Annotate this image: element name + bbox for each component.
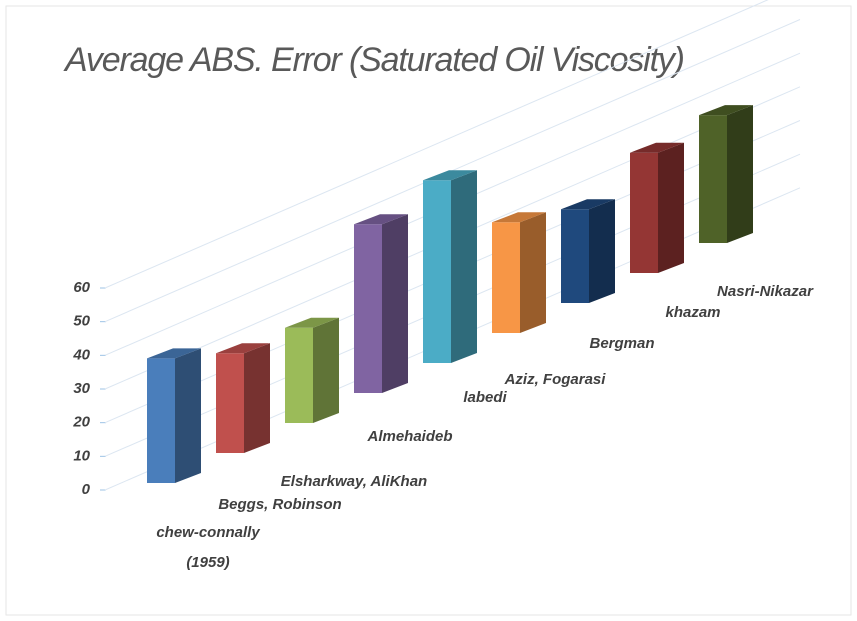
bar: [699, 105, 753, 243]
bar-face: [216, 343, 270, 354]
bar-face: [313, 317, 339, 423]
bar: [492, 212, 546, 333]
bar-face: [561, 209, 589, 303]
bar: [354, 214, 408, 393]
bar-face: [658, 142, 684, 273]
bar-face: [630, 152, 658, 273]
grid-line: [104, 0, 769, 289]
bar-face: [175, 348, 201, 483]
y-tick-label: 10: [73, 447, 90, 464]
bar-face: [451, 170, 477, 363]
bar-face: [354, 214, 408, 225]
bar-face: [520, 212, 546, 333]
bar-face: [285, 317, 339, 328]
x-tick-label: chew-connally (1959): [156, 524, 260, 571]
bar: [561, 199, 615, 303]
bar-face: [244, 343, 270, 453]
bar-face: [630, 142, 684, 153]
bar-face: [699, 115, 727, 243]
y-tick-label: 0: [82, 481, 91, 498]
y-tick-label: 40: [72, 346, 90, 363]
bar-face: [216, 353, 244, 453]
x-tick-label: Bergman: [589, 335, 655, 352]
bar: [216, 343, 270, 453]
chart-title: Average ABS. Error (Saturated Oil Viscos…: [63, 41, 685, 79]
x-tick-label: Almehaideb: [367, 428, 453, 445]
x-tick-label: Aziz, Fogarasi: [504, 371, 606, 388]
bar-face: [727, 105, 753, 243]
bar-face: [561, 199, 615, 210]
bar: [147, 348, 201, 483]
x-tick-label: Beggs, Robinson: [218, 496, 342, 513]
x-tick-label: Elsharkway, AliKhan: [280, 473, 428, 490]
x-tick-label: labedi: [463, 389, 507, 406]
bar-face: [492, 222, 520, 333]
y-tick-label: 30: [73, 380, 90, 397]
bar: [285, 317, 339, 423]
y-tick-label: 60: [73, 279, 90, 296]
bar-face: [382, 214, 408, 393]
y-tick-label: 20: [72, 414, 90, 431]
y-tick-label: 50: [73, 313, 90, 330]
bar-face: [147, 358, 175, 483]
bar-face: [423, 170, 477, 181]
bar: [423, 170, 477, 363]
x-tick-label: khazam: [665, 304, 721, 321]
bar-face: [285, 327, 313, 423]
x-tick-label: Nasri-Nikazar: [717, 283, 813, 300]
bar-face: [423, 180, 451, 363]
bar-face: [354, 224, 382, 393]
bar-face: [589, 199, 615, 303]
bar-face: [699, 105, 753, 116]
bar-face: [492, 212, 546, 223]
bar: [630, 142, 684, 273]
bar-face: [147, 348, 201, 359]
